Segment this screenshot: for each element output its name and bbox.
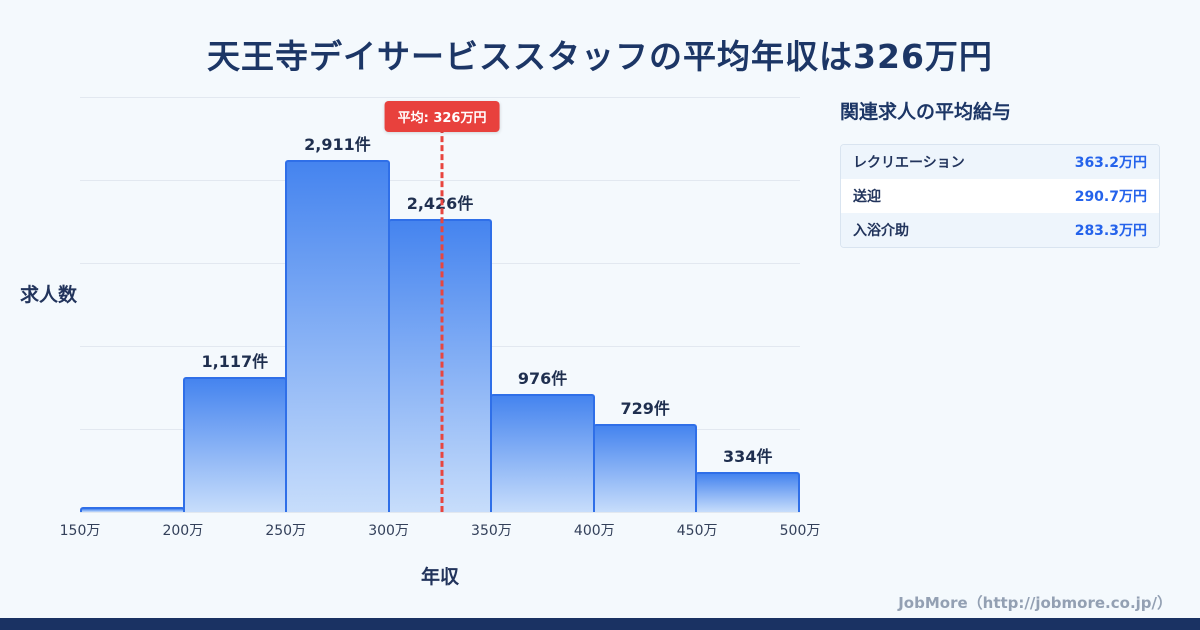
related-row: レクリエーション 363.2万円 xyxy=(841,145,1159,179)
bar-value-label: 976件 xyxy=(517,369,568,388)
x-tick-label: 250万 xyxy=(265,523,307,539)
histogram-bar xyxy=(80,502,185,512)
x-tick-label: 150万 xyxy=(59,523,101,539)
footer-credit: JobMore（http://jobmore.co.jp/） xyxy=(898,594,1172,612)
x-tick-label: 500万 xyxy=(779,523,821,539)
bar-rect xyxy=(80,507,185,512)
x-tick-label: 200万 xyxy=(162,523,204,539)
histogram-plot-area: 1,117件 2,911件 2,426件 976件 729件 334件 平均: 326万円… xyxy=(60,97,820,539)
histogram-bars: 1,117件 2,911件 2,426件 976件 729件 334件 xyxy=(80,131,801,512)
bar-rect xyxy=(387,219,493,512)
bottom-accent-bar xyxy=(0,618,1200,630)
x-tick-label: 300万 xyxy=(368,523,409,539)
related-job-label: 入浴介助 xyxy=(853,223,909,239)
bar-value-label: 334件 xyxy=(723,447,773,466)
x-tick-label: 400万 xyxy=(573,523,615,539)
average-line xyxy=(440,109,444,512)
histogram-bar: 334件 xyxy=(695,443,801,512)
baseline xyxy=(80,512,800,513)
bar-rect xyxy=(695,472,801,512)
bar-value-label: 2,426件 xyxy=(406,194,474,213)
y-axis-label: 求人数 xyxy=(20,284,78,306)
histogram-bar: 729件 xyxy=(592,395,698,512)
histogram-bar: 2,426件 xyxy=(387,190,493,512)
related-job-label: レクリエーション xyxy=(853,155,965,171)
bar-value-label: 2,911件 xyxy=(304,135,371,154)
bar-rect xyxy=(490,394,595,512)
bar-rect xyxy=(592,424,698,512)
gridline xyxy=(80,97,800,98)
bar-rect xyxy=(285,160,390,512)
related-salary-value: 290.7万円 xyxy=(1074,189,1147,205)
bar-value-label: 729件 xyxy=(620,399,670,418)
average-badge: 平均: 326万円 xyxy=(384,101,500,132)
related-salary-value: 283.3万円 xyxy=(1074,223,1147,239)
related-row: 入浴介助 283.3万円 xyxy=(841,213,1159,247)
related-row: 送迎 290.7万円 xyxy=(841,179,1159,213)
page-title: 天王寺デイサービススタッフの平均年収は326万円 xyxy=(207,37,993,76)
x-tick-label: 350万 xyxy=(471,523,512,539)
related-job-label: 送迎 xyxy=(853,189,881,205)
x-axis-label: 年収 xyxy=(420,566,459,588)
bar-value-label: 1,117件 xyxy=(201,352,269,371)
related-panel-heading: 関連求人の平均給与 xyxy=(840,101,1012,123)
related-salaries-table: レクリエーション 363.2万円送迎 290.7万円入浴介助 283.3万円 xyxy=(840,144,1160,248)
bar-rect xyxy=(182,377,288,512)
related-salaries-panel: 関連求人の平均給与 レクリエーション 363.2万円送迎 290.7万円入浴介助 28… xyxy=(840,97,1160,248)
related-salary-value: 363.2万円 xyxy=(1074,155,1147,171)
histogram-bar: 2,911件 xyxy=(285,131,390,512)
gridline xyxy=(80,180,800,181)
histogram-bar: 976件 xyxy=(490,365,595,512)
x-tick-label: 450万 xyxy=(676,523,718,539)
histogram-bar: 1,117件 xyxy=(182,348,288,512)
